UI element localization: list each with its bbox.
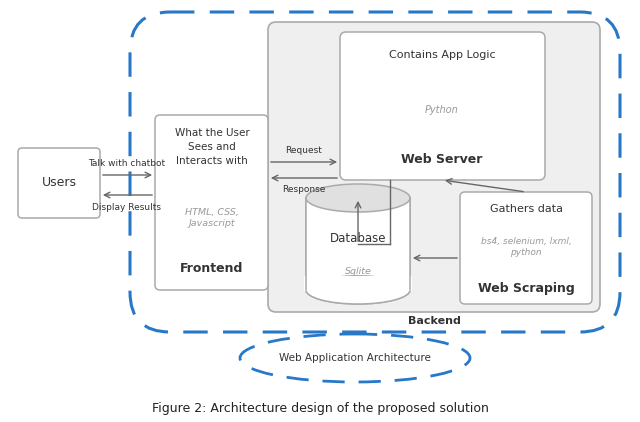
Ellipse shape <box>306 184 410 212</box>
Text: Database: Database <box>330 233 387 246</box>
Text: Talk with chatbot: Talk with chatbot <box>88 159 166 168</box>
FancyBboxPatch shape <box>306 198 410 290</box>
Text: Request: Request <box>285 146 323 155</box>
FancyBboxPatch shape <box>155 115 268 290</box>
Text: Sqlite: Sqlite <box>344 268 371 276</box>
Text: Gathers data: Gathers data <box>490 204 563 214</box>
FancyBboxPatch shape <box>460 192 592 304</box>
Text: Python: Python <box>425 105 459 115</box>
FancyBboxPatch shape <box>268 22 600 312</box>
Ellipse shape <box>240 334 470 382</box>
Ellipse shape <box>306 276 410 304</box>
Text: Web Scraping: Web Scraping <box>477 282 574 295</box>
Text: bs4, selenium, lxml,
python: bs4, selenium, lxml, python <box>481 237 572 257</box>
Text: Web Server: Web Server <box>401 153 483 166</box>
Text: Display Results: Display Results <box>93 203 161 212</box>
Text: Response: Response <box>282 185 326 194</box>
Text: Contains App Logic: Contains App Logic <box>388 50 495 60</box>
Text: What the User
Sees and
Interacts with: What the User Sees and Interacts with <box>175 128 250 166</box>
FancyBboxPatch shape <box>304 276 412 291</box>
Text: Web Application Architecture: Web Application Architecture <box>279 353 431 363</box>
Text: HTML, CSS,
Javascript: HTML, CSS, Javascript <box>185 208 239 228</box>
FancyBboxPatch shape <box>18 148 100 218</box>
FancyBboxPatch shape <box>340 32 545 180</box>
Ellipse shape <box>306 276 410 304</box>
Text: Figure 2: Architecture design of the proposed solution: Figure 2: Architecture design of the pro… <box>152 402 488 415</box>
Text: Users: Users <box>42 176 77 189</box>
Text: Frontend: Frontend <box>180 262 244 275</box>
Text: Backend: Backend <box>408 316 460 326</box>
